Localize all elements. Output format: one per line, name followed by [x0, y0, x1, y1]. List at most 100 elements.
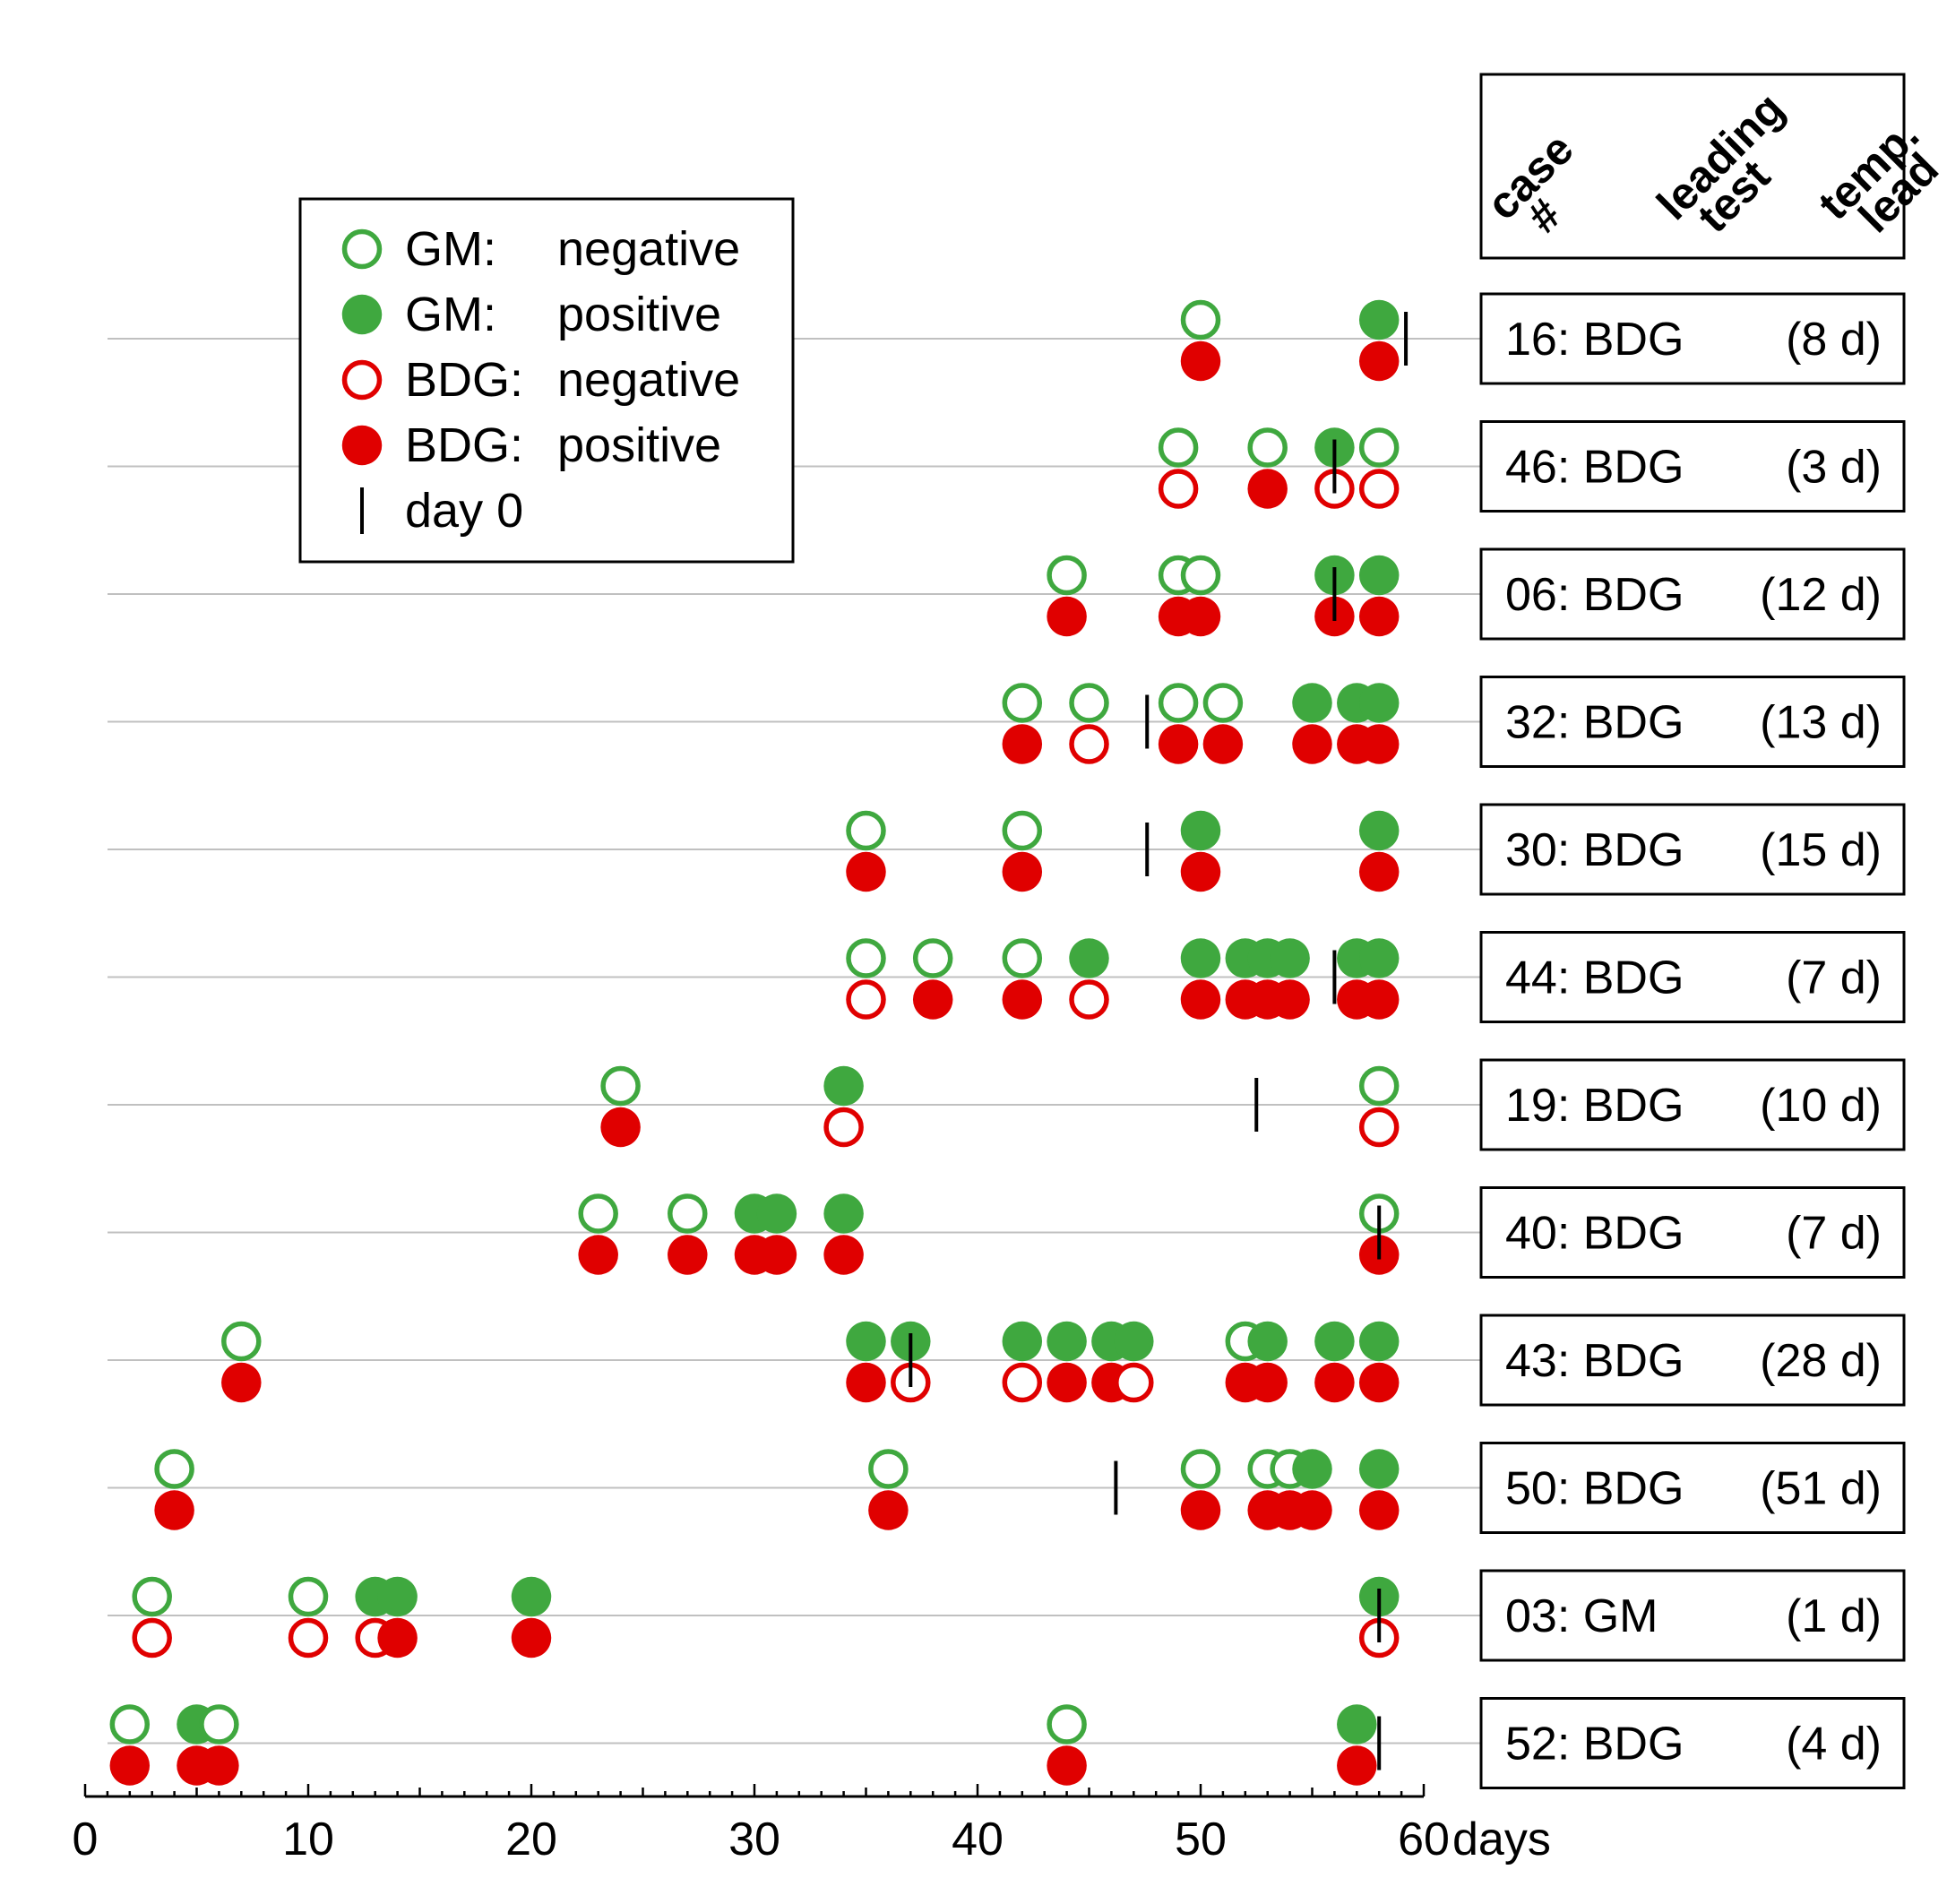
bdg-positive-point [1314, 1362, 1355, 1403]
gm-positive-point [1292, 683, 1332, 723]
gm-positive-point [1292, 1449, 1332, 1489]
case-box [1479, 1314, 1906, 1407]
gm-negative-point [1158, 683, 1199, 723]
case-label: 50: BDG [1505, 1463, 1684, 1515]
legend-bdg-pos-icon [341, 425, 383, 466]
legend-status: day 0 [405, 484, 523, 538]
bdg-negative-point [823, 1107, 864, 1148]
bdg-positive-point [1047, 1745, 1087, 1786]
bdg-positive-point [1247, 1362, 1288, 1403]
legend-status: positive [557, 288, 721, 341]
gm-negative-point [1002, 683, 1043, 723]
bdg-negative-point [1069, 979, 1109, 1020]
bdg-positive-point [1002, 979, 1043, 1020]
gm-positive-point [1002, 1321, 1043, 1362]
gm-negative-point [846, 938, 886, 978]
legend-status: negative [557, 222, 740, 276]
case-label: 06: BDG [1505, 569, 1684, 621]
case-label: 40: BDG [1505, 1208, 1684, 1260]
gm-positive-point [1180, 938, 1221, 978]
case-lead: (10 d) [1760, 1080, 1882, 1132]
gm-negative-point [132, 1576, 172, 1617]
x-tick-label: 30 [728, 1814, 780, 1865]
bdg-positive-point [1270, 979, 1310, 1020]
gm-negative-point [1180, 299, 1221, 340]
legend-box [298, 197, 795, 564]
gm-positive-point [1358, 555, 1400, 596]
bdg-positive-point [109, 1745, 151, 1786]
bdg-positive-point [912, 979, 953, 1020]
bdg-negative-point [1114, 1362, 1154, 1403]
case-lead: (1 d) [1786, 1590, 1882, 1642]
bdg-positive-point [1337, 1745, 1377, 1786]
legend-prefix: BDG: [405, 418, 523, 472]
case-label: 46: BDG [1505, 442, 1684, 494]
case-box [1479, 1442, 1906, 1534]
bdg-negative-point [1358, 469, 1400, 509]
bdg-positive-point [221, 1362, 262, 1403]
case-lead: (51 d) [1760, 1463, 1882, 1515]
gm-positive-point [1358, 299, 1400, 340]
gm-negative-point [1202, 683, 1244, 723]
gm-negative-point [154, 1449, 194, 1489]
gm-positive-point [846, 1321, 886, 1362]
gm-negative-point [846, 810, 886, 851]
x-axis-label: days [1452, 1814, 1551, 1865]
bdg-negative-point [1358, 1107, 1400, 1148]
legend-prefix: BDG: [405, 353, 523, 407]
bdg-positive-point [1180, 1490, 1221, 1530]
bdg-negative-point [1069, 724, 1109, 764]
gm-positive-point [1358, 1321, 1400, 1362]
gm-negative-point [1047, 1704, 1087, 1745]
case-lead: (8 d) [1786, 314, 1882, 366]
x-tick-label: 0 [73, 1814, 99, 1865]
gm-positive-point [1358, 938, 1400, 978]
gm-positive-point [1358, 1449, 1400, 1489]
bdg-positive-point [1002, 724, 1043, 764]
bdg-positive-point [823, 1235, 864, 1275]
case-lead: (7 d) [1786, 1208, 1882, 1260]
gm-negative-point [1180, 555, 1221, 596]
bdg-positive-point [1292, 1490, 1332, 1530]
legend-gm-pos-icon [341, 294, 383, 335]
bdg-negative-point [846, 979, 886, 1020]
bdg-positive-point [1180, 340, 1221, 382]
bdg-positive-point [668, 1235, 708, 1275]
case-lead: (12 d) [1760, 569, 1882, 621]
case-label: 03: GM [1505, 1590, 1658, 1642]
gm-positive-point [1047, 1321, 1087, 1362]
bdg-positive-point [1247, 469, 1288, 509]
bdg-positive-point [1358, 724, 1400, 764]
bdg-positive-point [1047, 596, 1087, 637]
bdg-positive-point [756, 1235, 797, 1275]
gm-negative-point [1047, 555, 1087, 596]
case-box [1479, 1569, 1906, 1662]
gm-positive-point [823, 1193, 864, 1234]
legend-prefix: GM: [405, 222, 496, 276]
bdg-positive-point [1158, 724, 1199, 764]
bdg-positive-point [1292, 724, 1332, 764]
case-lead: (13 d) [1760, 697, 1882, 749]
bdg-positive-point [600, 1107, 641, 1148]
bdg-positive-point [154, 1490, 194, 1530]
bdg-positive-point [1358, 1490, 1400, 1530]
gm-negative-point [668, 1193, 708, 1234]
x-axis: 0 10 20 30 40 50 60 days [73, 1784, 1551, 1865]
points [109, 299, 1409, 1786]
gm-positive-point [1358, 683, 1400, 723]
case-box [1479, 803, 1906, 896]
bdg-negative-point [1002, 1362, 1043, 1403]
gm-negative-point [288, 1576, 329, 1617]
bdg-positive-point [1358, 1362, 1400, 1403]
gm-positive-point [1337, 1704, 1377, 1745]
legend: GM: negative GM: positive BDG: negative BDG: po… [298, 197, 795, 564]
gm-positive-point [1314, 1321, 1355, 1362]
bdg-positive-point [1047, 1362, 1087, 1403]
case-lead: (7 d) [1786, 952, 1882, 1004]
gm-positive-point [1358, 810, 1400, 851]
gm-negative-point [1069, 683, 1109, 723]
gm-positive-point [756, 1193, 797, 1234]
header-box [1479, 73, 1906, 260]
case-label: 43: BDG [1505, 1335, 1684, 1387]
